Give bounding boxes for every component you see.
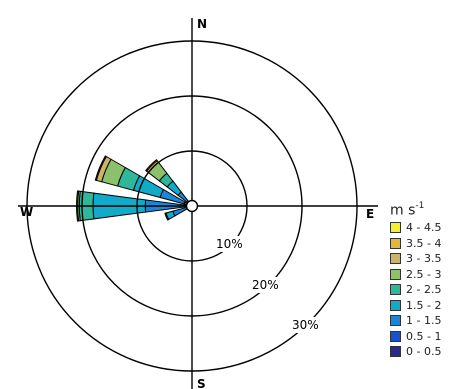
legend-item: 1 - 1.5: [390, 313, 456, 329]
legend-item: 1.5 - 2: [390, 298, 456, 314]
legend-swatch: [390, 253, 401, 265]
polar-grid: [18, 18, 378, 389]
legend-swatch: [390, 330, 401, 342]
legend-swatch: [390, 284, 401, 296]
compass-label-s: S: [197, 377, 206, 389]
legend-label: 1 - 1.5: [406, 314, 442, 328]
radial-label-bg-10: [214, 236, 244, 252]
legend-swatch: [390, 237, 401, 249]
wind-rose-wedges: [76, 155, 193, 222]
legend-item: 2 - 2.5: [390, 282, 456, 298]
legend-label: 3.5 - 4: [406, 236, 442, 250]
legend-swatch: [390, 315, 401, 327]
legend-label: 0 - 0.5: [406, 345, 442, 359]
legend-item: 4 - 4.5: [390, 220, 456, 236]
radial-label-30: 30%: [292, 318, 319, 332]
legend-swatch: [390, 346, 401, 358]
legend-item: 3 - 3.5: [390, 251, 456, 267]
legend-title-unit: m s: [390, 202, 416, 219]
legend-item: 0.5 - 1: [390, 329, 456, 345]
legend-title-superscript: -1: [415, 201, 425, 211]
compass-label-w: W: [20, 205, 33, 219]
legend-label: 0.5 - 1: [406, 329, 442, 343]
legend-item: 3.5 - 4: [390, 236, 456, 252]
legend-label: 2.5 - 3: [406, 267, 442, 281]
legend-swatch: [390, 222, 401, 234]
legend-title: m s-1: [390, 196, 456, 220]
legend-label: 3 - 3.5: [406, 252, 442, 266]
legend-swatch: [390, 268, 401, 280]
wedge-wnw-bin-7: [94, 155, 107, 181]
legend-items: 4 - 4.5 3.5 - 4 3 - 3.5 2.5 - 3 2 - 2.5 1.5 -…: [390, 220, 456, 360]
wedge-wsw-bin-2: [172, 206, 188, 217]
calm-center-circle: [185, 199, 199, 213]
legend-label: 4 - 4.5: [406, 221, 442, 235]
radial-label-20: 20%: [252, 278, 279, 292]
radial-label-bg-30: [290, 317, 322, 333]
compass-label-e: E: [366, 207, 374, 221]
legend-label: 1.5 - 2: [406, 298, 442, 312]
legend: m s-1 4 - 4.5 3.5 - 4 3 - 3.5 2.5 - 3 2 - 2.…: [390, 196, 456, 360]
legend-item: 0 - 0.5: [390, 344, 456, 360]
compass-label-n: N: [197, 17, 207, 31]
radial-label-10: 10%: [216, 237, 243, 251]
wedge-nw-bin-7: [145, 159, 158, 172]
wedge-wsw-bin-4: [164, 212, 170, 221]
radial-label-bg-20: [250, 277, 282, 293]
legend-swatch: [390, 299, 401, 311]
legend-label: 2 - 2.5: [406, 283, 442, 297]
legend-item: 2.5 - 3: [390, 267, 456, 283]
